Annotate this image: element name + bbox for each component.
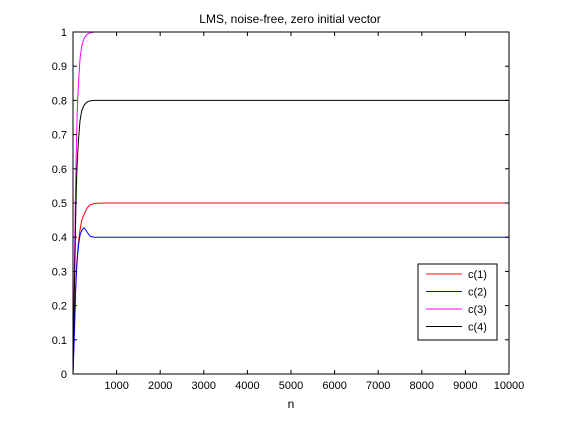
x-tick-label: 4000 bbox=[235, 380, 259, 392]
legend-label-3: c(3) bbox=[468, 304, 487, 316]
series-line-2 bbox=[72, 226, 509, 375]
y-tick-label: 0.5 bbox=[52, 198, 67, 210]
legend-label-1: c(1) bbox=[468, 269, 487, 281]
y-tick-label: 0.9 bbox=[52, 61, 67, 73]
x-tick-label: 9000 bbox=[453, 380, 477, 392]
y-tick-label: 0.6 bbox=[52, 164, 67, 176]
y-tick-label: 0.7 bbox=[52, 130, 67, 142]
legend-box bbox=[417, 263, 498, 341]
x-axis-label: n bbox=[288, 397, 295, 411]
x-tick-label: 1000 bbox=[104, 380, 128, 392]
x-tick-label: 3000 bbox=[192, 380, 216, 392]
chart-title: LMS, noise-free, zero initial vector bbox=[199, 12, 380, 26]
legend-label-2: c(2) bbox=[468, 287, 487, 299]
x-tick-label: 6000 bbox=[322, 380, 346, 392]
y-tick-label: 1 bbox=[61, 27, 67, 39]
y-tick-label: 0.3 bbox=[52, 266, 67, 278]
legend-label-4: c(4) bbox=[468, 322, 487, 334]
y-tick-label: 0.4 bbox=[52, 232, 67, 244]
x-tick-label: 7000 bbox=[366, 380, 390, 392]
y-tick-label: 0.1 bbox=[52, 335, 67, 347]
x-tick-label: 2000 bbox=[148, 380, 172, 392]
x-tick-label: 5000 bbox=[279, 380, 303, 392]
legend: c(1) c(2) c(3) c(4) bbox=[417, 263, 498, 341]
y-tick-label: 0 bbox=[61, 369, 67, 381]
y-tick-label: 0.8 bbox=[52, 95, 67, 107]
axis-ticks: 0 0.1 0.2 0.3 0.4 0.5 0.6 0.7 0.8 0.9 1 1000 2000 300… bbox=[52, 27, 525, 392]
x-tick-label: 8000 bbox=[410, 380, 434, 392]
x-tick-label: 10000 bbox=[494, 380, 525, 392]
y-tick-label: 0.2 bbox=[52, 301, 67, 313]
